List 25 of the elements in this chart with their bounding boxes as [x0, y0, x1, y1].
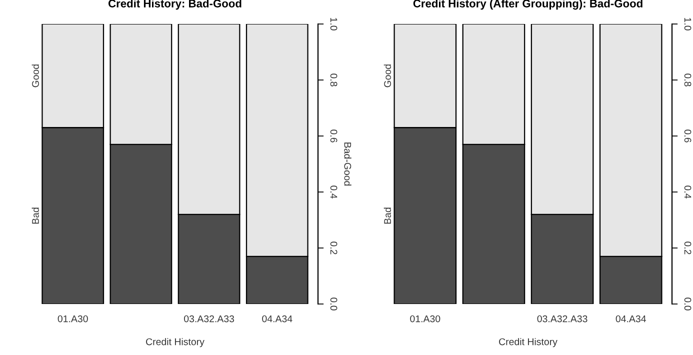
y2-axis-title: Bad-Good	[344, 142, 352, 186]
y2-tick-label: 0.2	[684, 242, 692, 254]
y2-tick-label: 0.2	[330, 242, 338, 254]
text: Good	[384, 64, 391, 88]
x-tick-label: 04.A34	[616, 315, 646, 322]
y2-tick-label: 0.8	[330, 74, 338, 86]
y2-tick-label: 1.0	[330, 18, 338, 30]
y2-tick-label: 0.4	[684, 186, 692, 198]
y2-tick-label: 0.0	[330, 298, 338, 310]
y2-tick-label: 0.6	[330, 130, 338, 142]
x-axis-title: Credit History	[499, 338, 558, 348]
y2-tick-label: 0.6	[684, 130, 692, 142]
x-tick-label: 01.A30	[410, 315, 440, 322]
y2-tick-label: 0.4	[330, 186, 338, 198]
x-tick-label: 01.A30	[58, 315, 88, 322]
y2-tick-label: 0.0	[684, 298, 692, 310]
x-tick-label: 03.A32.A33	[537, 315, 588, 322]
y2-tick-label: 0.8	[684, 74, 692, 86]
x-tick-label: 04.A34	[262, 315, 292, 322]
x-axis-title: Credit History	[146, 338, 204, 348]
text: Bad	[384, 208, 391, 224]
text: Good	[32, 64, 39, 88]
text: Bad	[32, 208, 39, 224]
x-tick-label: 03.A32.A33	[184, 315, 234, 322]
y2-tick-label: 1.0	[684, 18, 692, 30]
